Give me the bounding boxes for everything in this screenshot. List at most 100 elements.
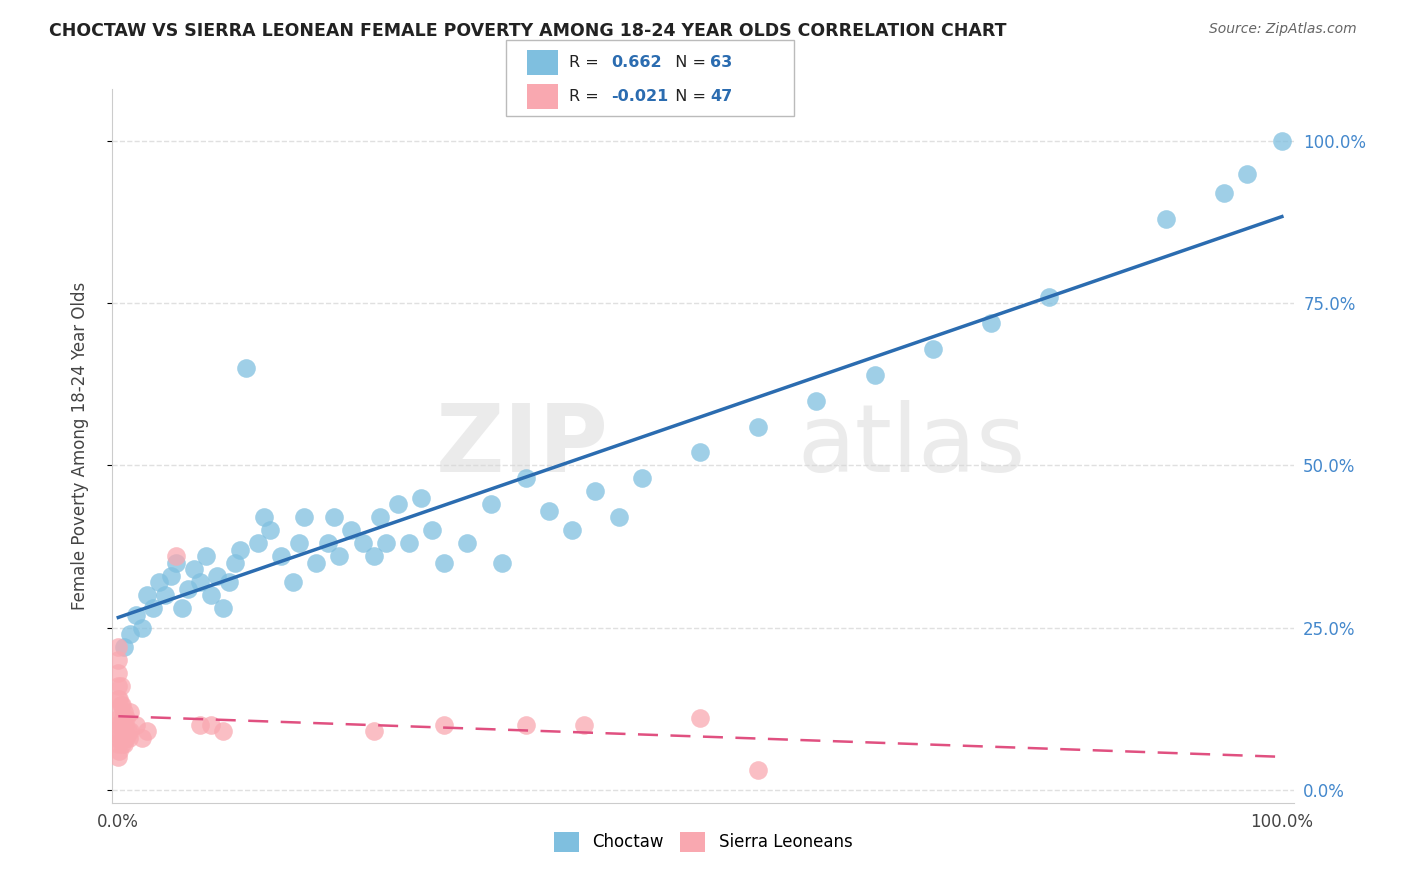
Point — [117, 724, 139, 739]
Point — [108, 724, 131, 739]
Point — [270, 549, 292, 564]
Point — [246, 536, 269, 550]
Point — [159, 568, 181, 582]
Point — [166, 556, 188, 570]
Point — [806, 393, 828, 408]
Point — [172, 601, 194, 615]
Point — [112, 738, 135, 752]
Point — [166, 549, 188, 564]
Point — [515, 718, 537, 732]
Y-axis label: Female Poverty Among 18-24 Year Olds: Female Poverty Among 18-24 Year Olds — [70, 282, 89, 610]
Point — [305, 556, 328, 570]
Point — [107, 718, 129, 732]
Point — [111, 698, 134, 713]
Text: R =: R = — [569, 55, 605, 70]
Point — [200, 718, 222, 732]
Point — [153, 588, 176, 602]
Point — [110, 731, 132, 745]
Point — [561, 524, 583, 538]
Point — [479, 497, 502, 511]
Point — [398, 536, 420, 550]
Point — [111, 731, 134, 745]
Point — [188, 718, 211, 732]
Point — [115, 711, 138, 725]
Point — [107, 738, 129, 752]
Point — [107, 653, 129, 667]
Point — [107, 731, 129, 745]
Point — [125, 607, 148, 622]
Text: ZIP: ZIP — [436, 400, 609, 492]
Text: R =: R = — [569, 89, 605, 104]
Point — [114, 731, 136, 745]
Point — [409, 491, 432, 505]
Text: CHOCTAW VS SIERRA LEONEAN FEMALE POVERTY AMONG 18-24 YEAR OLDS CORRELATION CHART: CHOCTAW VS SIERRA LEONEAN FEMALE POVERTY… — [49, 22, 1007, 40]
Point — [515, 471, 537, 485]
Point — [374, 536, 396, 550]
Text: 0.662: 0.662 — [612, 55, 662, 70]
Point — [583, 484, 606, 499]
Point — [259, 524, 281, 538]
Point — [537, 504, 560, 518]
Point — [107, 692, 129, 706]
Point — [107, 640, 129, 654]
Point — [118, 705, 141, 719]
Point — [1038, 290, 1060, 304]
Point — [107, 679, 129, 693]
Point — [281, 575, 304, 590]
Point — [110, 718, 132, 732]
Text: 47: 47 — [710, 89, 733, 104]
Point — [108, 744, 131, 758]
Point — [863, 368, 886, 382]
Point — [235, 361, 257, 376]
Point — [1271, 134, 1294, 148]
Point — [136, 724, 159, 739]
Text: atlas: atlas — [797, 400, 1026, 492]
Point — [110, 698, 132, 713]
Point — [125, 718, 148, 732]
Point — [112, 705, 135, 719]
Point — [112, 640, 135, 654]
Point — [253, 510, 276, 524]
Point — [689, 711, 711, 725]
Point — [212, 601, 235, 615]
Point — [363, 549, 385, 564]
Point — [433, 718, 456, 732]
Point — [328, 549, 350, 564]
Point — [607, 510, 630, 524]
Point — [107, 666, 129, 681]
Point — [921, 342, 943, 356]
Point — [194, 549, 217, 564]
Point — [131, 621, 153, 635]
Point — [118, 627, 141, 641]
Point — [747, 419, 769, 434]
Point — [1212, 186, 1234, 200]
Point — [352, 536, 374, 550]
Point — [111, 718, 134, 732]
Point — [111, 711, 134, 725]
Point — [114, 718, 136, 732]
Point — [980, 316, 1002, 330]
Point — [177, 582, 200, 596]
Point — [224, 556, 246, 570]
Text: -0.021: -0.021 — [612, 89, 669, 104]
Point — [747, 764, 769, 778]
Point — [1236, 167, 1258, 181]
Point — [108, 692, 131, 706]
Point — [148, 575, 170, 590]
Text: N =: N = — [665, 55, 711, 70]
Point — [433, 556, 456, 570]
Point — [183, 562, 205, 576]
Point — [294, 510, 316, 524]
Point — [491, 556, 513, 570]
Point — [572, 718, 595, 732]
Point — [112, 724, 135, 739]
Point — [1154, 211, 1177, 226]
Point — [131, 731, 153, 745]
Point — [200, 588, 222, 602]
Point — [631, 471, 654, 485]
Legend: Choctaw, Sierra Leoneans: Choctaw, Sierra Leoneans — [547, 825, 859, 859]
Point — [111, 738, 134, 752]
Point — [142, 601, 165, 615]
Text: Source: ZipAtlas.com: Source: ZipAtlas.com — [1209, 22, 1357, 37]
Point — [422, 524, 444, 538]
